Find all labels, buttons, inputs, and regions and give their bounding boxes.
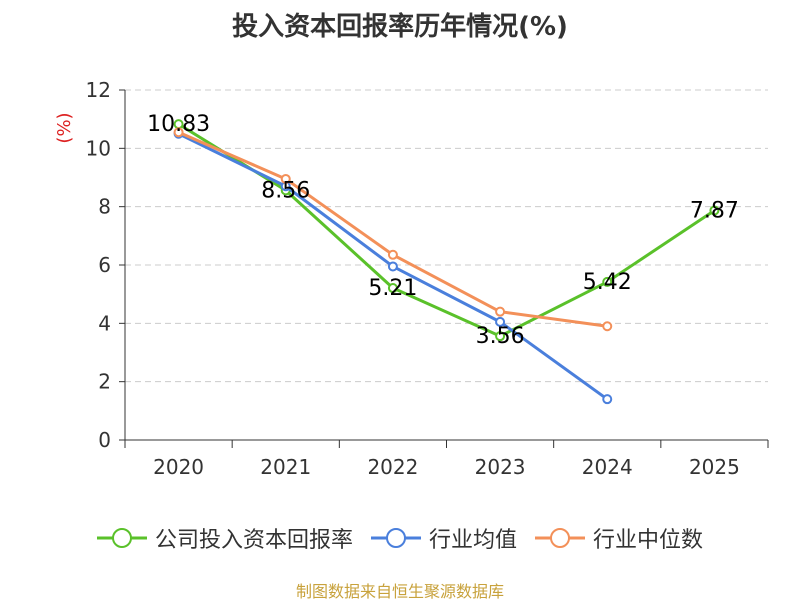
data-point [387, 261, 398, 272]
legend: 公司投入资本回报率 行业均值 行业中位数 [0, 518, 800, 558]
series-line-0 [177, 122, 716, 338]
legend-symbol [535, 528, 585, 548]
data-label: 5.42 [583, 270, 632, 295]
legend-marker [111, 528, 132, 548]
data-point [709, 205, 720, 216]
legend-symbol [370, 528, 421, 548]
y-tick-label: 4 [98, 311, 111, 335]
y-tick-label: 0 [98, 428, 111, 452]
axes: 0 2 4 6 8 10 12 2020 2021 2022 2023 2024 2025 (%) [54, 78, 769, 479]
legend-marker [550, 528, 570, 548]
x-tick-label: 2020 [153, 455, 204, 479]
data-point [173, 127, 184, 138]
data-point [602, 394, 613, 405]
series-group [173, 119, 720, 405]
data-point [495, 306, 506, 317]
y-tick-label: 10 [86, 136, 111, 160]
data-point [602, 321, 613, 332]
y-tick-label: 2 [98, 370, 111, 394]
data-label: 10.83 [147, 112, 210, 137]
data-label: 7.87 [690, 198, 739, 223]
y-tick-label: 12 [86, 78, 111, 102]
x-tick-label: 2022 [367, 455, 418, 479]
legend-label: 公司投入资本回报率 [154, 528, 353, 553]
grid-lines [125, 89, 768, 383]
x-tick-label: 2024 [582, 455, 633, 479]
data-point [387, 283, 398, 294]
legend-label: 行业均值 [428, 528, 517, 553]
data-point [280, 173, 291, 184]
x-tick-label: 2023 [475, 455, 526, 479]
data-point [495, 331, 506, 342]
legend-item[interactable]: 行业中位数 [535, 522, 703, 554]
x-tick-label: 2021 [260, 455, 311, 479]
data-label: 8.56 [261, 178, 310, 203]
y-axis-label: (%) [54, 112, 75, 143]
data-label: 3.56 [476, 324, 525, 349]
data-point [602, 276, 613, 287]
chart-title: 投入资本回报率历年情况(%) [232, 12, 568, 42]
legend-marker [385, 528, 406, 548]
y-tick-label: 6 [98, 253, 111, 277]
legend-item[interactable]: 公司投入资本回报率 [96, 522, 353, 554]
legend-symbol [96, 528, 147, 548]
data-labels: 10.83 8.56 5.21 3.56 5.42 7.87 [147, 112, 739, 349]
source-note: 制图数据来自恒生聚源数据库 [295, 582, 504, 601]
legend-label: 行业中位数 [593, 528, 704, 553]
data-point [495, 316, 506, 327]
x-tick-label: 2025 [689, 455, 740, 479]
data-point [387, 249, 398, 260]
data-label: 5.21 [368, 276, 417, 301]
legend-item[interactable]: 行业均值 [370, 522, 517, 554]
y-tick-label: 8 [98, 195, 111, 219]
line-chart: 0 2 4 6 8 10 12 2020 2021 2022 2023 2024 2025 (%) 10.… [54, 78, 769, 479]
